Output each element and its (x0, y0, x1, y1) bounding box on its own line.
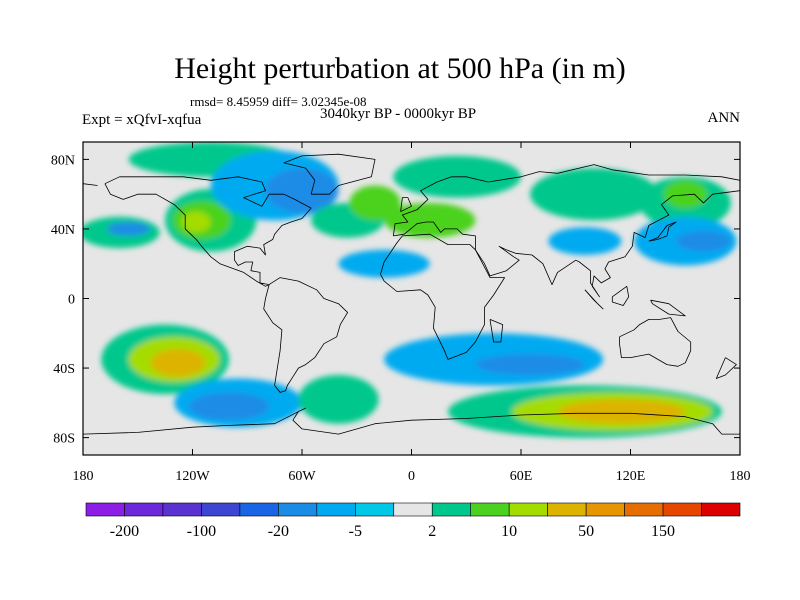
field-region-10 (338, 249, 430, 278)
field-region-24 (298, 375, 379, 424)
colorbar-label-4: 2 (428, 523, 436, 540)
coastline-8 (648, 221, 677, 242)
colorbar-swatch-3 (201, 502, 241, 517)
lon-tick-label-5: 120E (616, 469, 646, 484)
stats-text: rmsd= 8.45959 diff= 3.02345e-08 (190, 94, 367, 109)
lon-tick-label-3: 0 (408, 469, 415, 484)
height-field (83, 142, 737, 438)
coastline-1 (263, 277, 349, 393)
colorbar-swatch-16 (701, 502, 741, 517)
coastline-4 (392, 164, 740, 236)
lat-tick-label-1: 40N (51, 223, 75, 238)
colorbar-swatch-13 (585, 502, 625, 517)
field-region-14 (548, 227, 622, 256)
colorbar-swatch-14 (624, 502, 664, 517)
coastline-6 (393, 190, 740, 298)
coastline-13 (650, 299, 686, 317)
field-region-18 (676, 230, 731, 252)
lon-tick-label-1: 120W (175, 469, 210, 484)
field-region-23 (188, 392, 270, 421)
colorbar-label-0: -200 (110, 523, 139, 540)
plot-title: Height perturbation at 500 hPa (in m) (174, 52, 626, 85)
colorbar-swatch-15 (662, 502, 702, 517)
colorbar-swatch-0 (85, 502, 125, 517)
colorbar-swatch-4 (239, 502, 279, 517)
coastline-11 (584, 289, 604, 310)
experiment-label: Expt = xQfvI-xqfua (82, 112, 202, 128)
colorbar-swatch-2 (162, 502, 202, 517)
colorbar-swatch-1 (124, 502, 164, 517)
colorbar-swatch-7 (354, 502, 395, 517)
colorbar: -200 -100 -20 -5 2 10 50 150 (85, 502, 741, 540)
coastline-5 (83, 183, 98, 186)
lon-tick-label-2: 60W (288, 469, 316, 484)
coastline-0 (104, 176, 312, 287)
coastline-9 (619, 317, 692, 367)
field-region-1 (106, 221, 151, 236)
field-region-7 (265, 168, 339, 214)
coastline-2 (283, 153, 376, 195)
coastline-14 (489, 319, 504, 343)
field-region-26 (475, 354, 585, 376)
period-label: 3040kyr BP - 0000kyr BP (320, 106, 477, 122)
lat-tick-label-4: 80S (53, 432, 75, 447)
colorbar-swatch-8 (393, 502, 433, 517)
colorbar-swatch-6 (316, 502, 356, 517)
colorbar-label-7: 150 (651, 523, 675, 540)
lon-tick-label-0: 180 (73, 469, 94, 484)
colorbar-swatch-9 (431, 502, 472, 517)
coastline-3 (380, 233, 506, 360)
axis-ticks: 180 120W 60W 0 60E 120E 180 80N 40N 0 40S 80S (51, 142, 751, 484)
field-region-29 (557, 399, 686, 424)
coastline-15 (715, 357, 737, 379)
coastline-10 (83, 407, 740, 435)
colorbar-label-3: -5 (349, 523, 362, 540)
field-region-16 (663, 180, 708, 209)
lon-tick-label-4: 60E (510, 469, 533, 484)
colorbar-label-5: 10 (501, 523, 517, 540)
field-region-12 (384, 202, 476, 238)
lon-tick-label-6: 180 (730, 469, 751, 484)
field-region-9 (349, 185, 401, 221)
field-region-21 (150, 348, 206, 377)
colorbar-label-2: -20 (268, 523, 289, 540)
colorbar-swatch-10 (470, 502, 510, 517)
coastline-7 (400, 197, 412, 212)
season-label: ANN (707, 110, 741, 126)
lat-tick-label-3: 40S (53, 362, 75, 377)
coastline-12 (611, 285, 630, 306)
colorbar-swatch-12 (547, 502, 587, 517)
lat-tick-label-2: 0 (68, 293, 75, 308)
field-region-13 (530, 168, 658, 221)
coastlines (83, 153, 740, 435)
field-region-4 (181, 211, 211, 233)
colorbar-label-6: 50 (578, 523, 594, 540)
lat-tick-label-0: 80N (51, 153, 75, 168)
colorbar-swatch-5 (278, 502, 318, 517)
colorbar-label-1: -100 (187, 523, 216, 540)
colorbar-swatch-11 (508, 502, 548, 517)
